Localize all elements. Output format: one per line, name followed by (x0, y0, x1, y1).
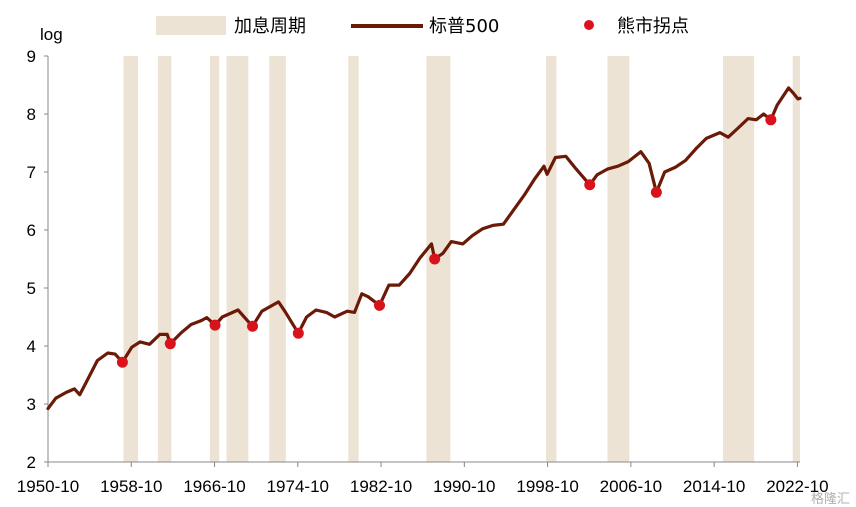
hike-period-band-9 (722, 56, 755, 462)
y-tick-label-5: 7 (27, 163, 36, 182)
hike-period-band-0 (123, 56, 139, 462)
bear-market-point-5 (374, 299, 386, 311)
hike-period-band-2 (209, 56, 220, 462)
x-tick-label-7: 2006-10 (600, 477, 662, 496)
y-tick-label-2: 4 (27, 337, 36, 356)
y-tick-label-3: 5 (27, 279, 36, 298)
legend-label-bear-point: 熊市拐点 (617, 16, 689, 37)
axes (47, 56, 800, 463)
legend-label-sp500: 标普500 (429, 16, 499, 37)
legend: 加息周期 标普500 熊市拐点 (156, 16, 689, 37)
series-lines (46, 86, 802, 411)
hike-period-band-10 (792, 56, 800, 462)
bear-market-point-9 (765, 114, 777, 126)
x-tick-label-1: 1958-10 (100, 477, 162, 496)
x-tick-label-3: 1974-10 (267, 477, 329, 496)
hike-period-band-1 (157, 56, 172, 462)
bear-market-point-2 (209, 319, 221, 331)
bear-market-points (116, 114, 777, 368)
y-tick-labels: 2 3 4 5 6 7 8 9 (27, 47, 48, 472)
hike-period-bands (123, 56, 800, 462)
y-tick-label-0: 2 (27, 453, 36, 472)
legend-swatch-bear-point (584, 20, 594, 30)
bear-market-point-7 (584, 179, 596, 191)
hike-period-band-3 (226, 56, 249, 462)
y-tick-label-7: 9 (27, 47, 36, 66)
bear-market-point-8 (650, 186, 662, 198)
hike-period-band-5 (348, 56, 359, 462)
x-tick-labels: 1950-10 1958-10 1966-10 1974-10 1982-10 1990-… (17, 462, 829, 496)
hike-period-band-4 (269, 56, 286, 462)
x-tick-label-0: 1950-10 (17, 477, 79, 496)
bear-market-point-3 (247, 320, 259, 332)
hike-period-band-7 (546, 56, 557, 462)
hike-period-band-8 (607, 56, 630, 462)
x-tick-label-2: 1966-10 (183, 477, 245, 496)
x-tick-label-8: 2014-10 (683, 477, 745, 496)
series-line-0 (46, 86, 802, 411)
y-unit-label: log (40, 25, 63, 44)
x-tick-label-6: 1998-10 (516, 477, 578, 496)
bear-market-point-1 (164, 338, 176, 350)
x-tick-label-5: 1990-10 (433, 477, 495, 496)
legend-label-hike-period: 加息周期 (234, 16, 306, 37)
y-tick-label-1: 3 (27, 395, 36, 414)
bear-market-point-0 (116, 356, 128, 368)
bear-market-point-4 (292, 327, 304, 339)
legend-swatch-hike-period (156, 16, 226, 35)
watermark: 格隆汇 (811, 491, 850, 507)
y-tick-label-4: 6 (27, 221, 36, 240)
x-tick-label-9: 2022-10 (766, 477, 828, 496)
y-tick-label-6: 8 (27, 105, 36, 124)
bear-market-point-6 (429, 253, 441, 265)
x-tick-label-4: 1982-10 (350, 477, 412, 496)
